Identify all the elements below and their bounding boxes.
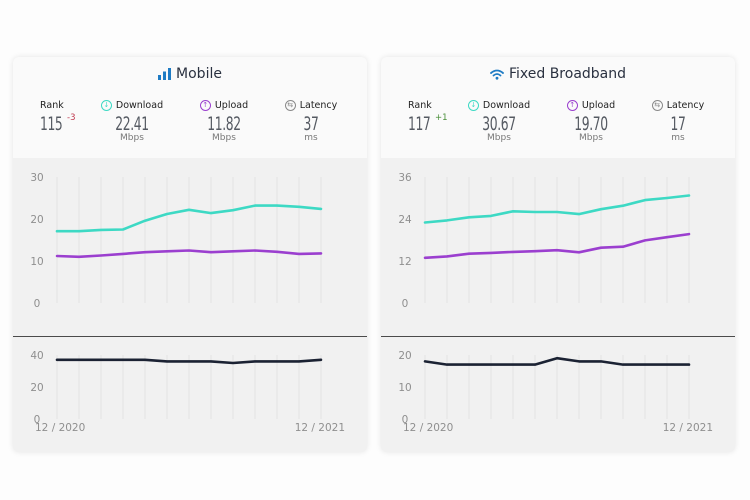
download-label-text: Download [482,100,531,111]
y-tick-label: 20 [30,382,43,394]
download-metric: ↓ Download 22.41 Mbps [99,100,165,143]
x-tick-label-end: 12 / 2021 [663,422,713,434]
mobile-charts: 0 10 20 30 0 20 40 12 / 2020 12 / 2021 [30,172,345,434]
rank-change: +1 [435,113,448,123]
y-tick-label: 40 [30,350,43,362]
download-arrow-icon: ↓ [100,100,112,111]
upload-arrow-icon: ↑ [199,100,211,111]
fixed-latency-chart: 0 10 20 12 / 2020 12 / 2021 [398,350,713,434]
upload-value: 11.82 [207,113,241,135]
download-unit: Mbps [487,133,511,143]
download-metric: ↓ Download 30.67 Mbps [466,100,532,143]
y-tick-label: 10 [398,382,411,394]
rank-metric: Rank 115 -3 [40,100,75,135]
rank-value: 115 [40,113,63,135]
latency-label: ⇆ Latency [283,100,339,111]
upload-unit: Mbps [212,133,236,143]
rank-metric: Rank 117 +1 [408,100,448,135]
upload-metric: ↑ Upload 19.70 Mbps [563,100,619,143]
rank-label: Rank [408,100,432,111]
fixed-summary: Fixed Broadband Rank 117 +1 ↓ Download 3… [381,57,735,158]
upload-label-text: Upload [581,100,616,111]
series-line-latency [423,356,691,366]
y-tick-label: 20 [30,214,43,226]
series-line-upload [423,232,691,260]
y-tick-label: 0 [402,298,409,310]
latency-metric: ⇆ Latency 37 ms [283,100,339,143]
card-title-text: Fixed Broadband [508,66,627,82]
y-tick-label: 24 [398,214,412,226]
mobile-latency-chart: 0 20 40 12 / 2020 12 / 2021 [30,350,345,434]
download-label: ↓ Download [466,100,532,111]
x-tick-label-start: 12 / 2020 [35,422,85,434]
upload-value: 19.70 [574,113,608,135]
y-tick-label: 0 [34,298,41,310]
rank-label: Rank [40,100,64,111]
upload-metric: ↑ Upload 11.82 Mbps [196,100,252,143]
mobile-card: Mobile Rank 115 -3 ↓ Download 22.41 Mbps… [13,57,367,452]
signal-bars-icon [158,68,172,80]
y-tick-label: 30 [30,172,43,184]
upload-label: ↑ Upload [196,100,252,111]
rank-change: -3 [67,113,76,123]
latency-value: 17 [670,113,686,135]
y-tick-label: 0 [402,414,409,426]
upload-arrow-icon: ↑ [566,100,578,111]
x-tick-label-end: 12 / 2021 [295,422,345,434]
latency-arrows-icon: ⇆ [284,100,296,111]
series-line-latency [55,358,323,365]
series-line-upload [55,249,323,259]
latency-label-text: Latency [299,100,338,111]
card-title: Mobile [13,66,367,82]
y-tick-label: 10 [30,256,43,268]
latency-label: ⇆ Latency [650,100,706,111]
latency-arrows-icon: ⇆ [651,100,663,111]
rank-value: 117 [408,113,431,135]
latency-value: 37 [303,113,319,135]
chart-divider [13,336,367,337]
mobile-speed-chart: 0 10 20 30 [30,172,323,310]
y-tick-label: 20 [398,350,411,362]
card-title: Fixed Broadband [381,66,735,82]
download-value: 22.41 [115,113,149,135]
fixed-broadband-card: Fixed Broadband Rank 117 +1 ↓ Download 3… [381,57,735,452]
y-tick-label: 0 [34,414,41,426]
latency-unit: ms [304,133,318,143]
x-tick-label-start: 12 / 2020 [403,422,453,434]
chart-divider [381,336,735,337]
upload-unit: Mbps [579,133,603,143]
download-value: 30.67 [482,113,516,135]
y-tick-label: 12 [398,256,411,268]
latency-label-text: Latency [666,100,705,111]
download-arrow-icon: ↓ [467,100,479,111]
wifi-icon [490,69,504,80]
card-title-text: Mobile [176,66,222,82]
latency-unit: ms [671,133,685,143]
series-line-download [423,194,691,224]
latency-metric: ⇆ Latency 17 ms [650,100,706,143]
series-line-download [55,204,323,233]
upload-label: ↑ Upload [563,100,619,111]
mobile-summary: Mobile Rank 115 -3 ↓ Download 22.41 Mbps… [13,57,367,158]
fixed-speed-chart: 0 12 24 36 [398,172,691,310]
fixed-charts: 0 12 24 36 0 10 20 12 / 2020 12 / 2021 [398,172,713,434]
download-label: ↓ Download [99,100,165,111]
download-label-text: Download [115,100,164,111]
download-unit: Mbps [120,133,144,143]
upload-label-text: Upload [214,100,249,111]
y-tick-label: 36 [398,172,412,184]
